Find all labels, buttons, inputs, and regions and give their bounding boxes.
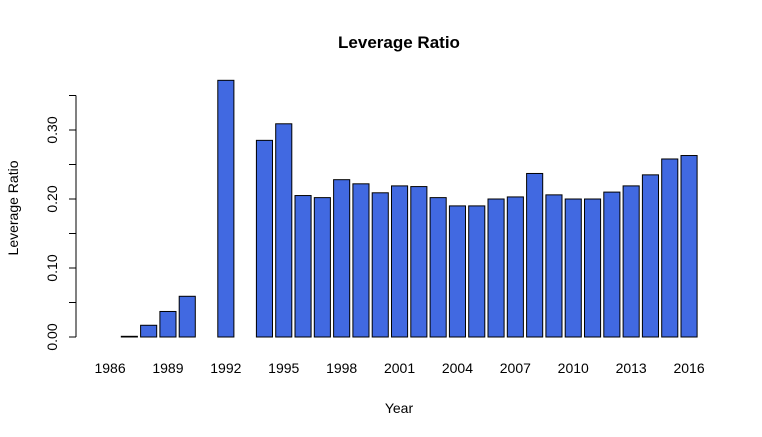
- bar-2009: [545, 194, 563, 338]
- x-tick-label-1989: 1989: [152, 360, 183, 376]
- y-axis: 0.00 0.10 0.20 0.30: [44, 95, 77, 351]
- bar-2004: [448, 205, 466, 338]
- y-tick-label: 0.00: [44, 323, 60, 350]
- bar-2001: [391, 185, 409, 338]
- bar-2005: [468, 205, 486, 338]
- bar-1992: [217, 79, 235, 338]
- bar-1989: [159, 310, 177, 338]
- bar-2013: [622, 185, 640, 338]
- y-tick-label: 0.10: [44, 254, 60, 281]
- bar-1999: [352, 183, 370, 338]
- y-tick-label: 0.30: [44, 116, 60, 143]
- x-tick-label-1998: 1998: [326, 360, 357, 376]
- bar-1996: [294, 195, 312, 338]
- bar-series: [120, 79, 698, 338]
- bar-1995: [275, 123, 293, 338]
- x-axis-label: Year: [385, 400, 414, 416]
- bar-2011: [584, 198, 602, 338]
- bar-2012: [603, 191, 621, 338]
- x-tick-label-1995: 1995: [268, 360, 299, 376]
- x-tick-label-2010: 2010: [558, 360, 589, 376]
- bar-2000: [371, 192, 389, 338]
- bar-1997: [313, 197, 331, 338]
- bar-2006: [487, 198, 505, 338]
- bar-2010: [564, 198, 582, 338]
- bar-2016: [680, 155, 698, 338]
- x-tick-labels: 1986 1989 1992 1995 1998 2001 2004 2007 2010 2013…: [94, 360, 704, 376]
- x-tick-label-1992: 1992: [210, 360, 241, 376]
- x-tick-label-2016: 2016: [673, 360, 704, 376]
- bar-1994: [255, 139, 273, 338]
- x-tick-label-1986: 1986: [94, 360, 125, 376]
- bar-1987: [120, 335, 138, 338]
- bar-1988: [140, 324, 158, 338]
- bar-2014: [641, 174, 660, 338]
- bar-2007: [506, 196, 524, 338]
- x-tick-label-2013: 2013: [616, 360, 647, 376]
- bar-2002: [410, 186, 428, 338]
- bar-1998: [333, 179, 351, 338]
- bar-2015: [661, 158, 679, 338]
- y-tick-label: 0.20: [44, 185, 60, 212]
- x-tick-label-2001: 2001: [384, 360, 415, 376]
- x-tick-label-2004: 2004: [442, 360, 473, 376]
- y-axis-label: Leverage Ratio: [5, 160, 21, 255]
- bar-1990: [178, 295, 196, 338]
- chart-title: Leverage Ratio: [338, 33, 460, 52]
- bar-2003: [429, 197, 447, 338]
- x-tick-label-2007: 2007: [500, 360, 531, 376]
- bar-2008: [526, 172, 544, 338]
